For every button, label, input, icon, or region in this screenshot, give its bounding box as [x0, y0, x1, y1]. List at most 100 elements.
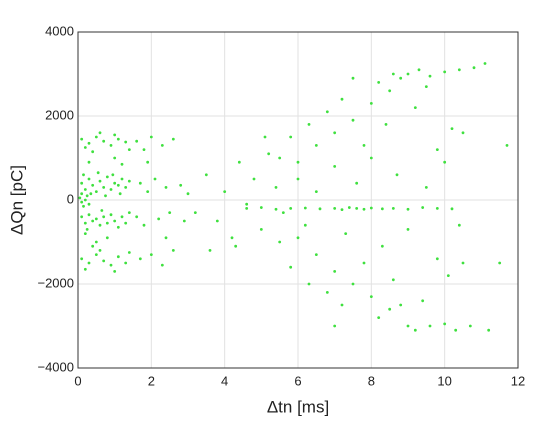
point [443, 160, 447, 164]
point [377, 316, 381, 319]
point [296, 160, 300, 164]
point [83, 267, 87, 271]
point [428, 74, 432, 78]
point [450, 207, 454, 211]
point [307, 282, 311, 286]
point [457, 68, 461, 72]
point [80, 137, 84, 141]
point [160, 144, 164, 147]
point [483, 62, 487, 65]
point [94, 135, 98, 139]
point [116, 255, 120, 259]
point [98, 179, 102, 183]
point [87, 177, 91, 181]
point [289, 135, 293, 139]
point [234, 244, 238, 248]
point [344, 232, 348, 236]
point [193, 211, 197, 215]
point [391, 278, 395, 282]
point [362, 144, 366, 147]
point [333, 131, 337, 135]
point [457, 223, 461, 227]
point [146, 190, 150, 194]
point [424, 85, 428, 88]
point [296, 236, 300, 240]
point [113, 133, 117, 137]
point [278, 240, 282, 244]
point [468, 324, 472, 328]
point [168, 211, 172, 215]
x-tick-label: 12 [511, 373, 525, 388]
point [127, 179, 131, 183]
point [406, 72, 410, 76]
point [80, 200, 84, 204]
point [355, 207, 359, 210]
point [487, 328, 491, 332]
point [215, 219, 219, 223]
point [102, 186, 106, 189]
point [351, 118, 355, 122]
point [94, 253, 98, 256]
point [428, 324, 432, 328]
point [377, 81, 381, 84]
point [380, 207, 384, 211]
point [263, 135, 267, 139]
point [351, 282, 355, 286]
point [355, 181, 359, 185]
point [369, 156, 373, 160]
point [454, 328, 458, 332]
point [113, 181, 117, 185]
point [124, 261, 128, 265]
point [461, 131, 465, 135]
x-tick-label: 8 [368, 373, 375, 388]
point [87, 160, 91, 164]
point [259, 206, 263, 209]
point [89, 192, 93, 196]
point [80, 192, 84, 196]
point [87, 213, 91, 217]
point [80, 215, 84, 219]
point [230, 236, 234, 240]
point [446, 274, 450, 277]
point [325, 291, 329, 294]
point [435, 148, 439, 152]
point [245, 202, 249, 206]
point [118, 192, 122, 196]
point [461, 261, 465, 265]
point [102, 215, 106, 219]
point [399, 76, 403, 80]
point [120, 177, 124, 181]
point [142, 223, 146, 227]
point [116, 225, 120, 229]
point [116, 183, 120, 187]
point [406, 324, 410, 328]
point [278, 156, 282, 160]
point [83, 221, 87, 225]
point [307, 123, 311, 126]
point [413, 328, 417, 332]
y-axis-label: ΔQn [pC] [7, 165, 26, 235]
point [98, 223, 102, 227]
point [333, 165, 337, 168]
y-tick-label: −4000 [37, 359, 74, 374]
point [164, 186, 168, 189]
point [384, 123, 388, 126]
point [380, 244, 384, 248]
point [303, 223, 307, 227]
point [120, 162, 124, 166]
point [85, 228, 89, 231]
point [94, 190, 98, 194]
point [186, 192, 190, 196]
point [498, 261, 502, 265]
point [113, 270, 117, 273]
point [146, 160, 150, 164]
point [223, 190, 227, 194]
point [94, 217, 98, 221]
point [164, 236, 168, 240]
point [369, 295, 373, 298]
point [138, 257, 142, 261]
point [83, 232, 87, 236]
point [120, 215, 124, 219]
point [252, 177, 256, 181]
point [237, 160, 241, 164]
